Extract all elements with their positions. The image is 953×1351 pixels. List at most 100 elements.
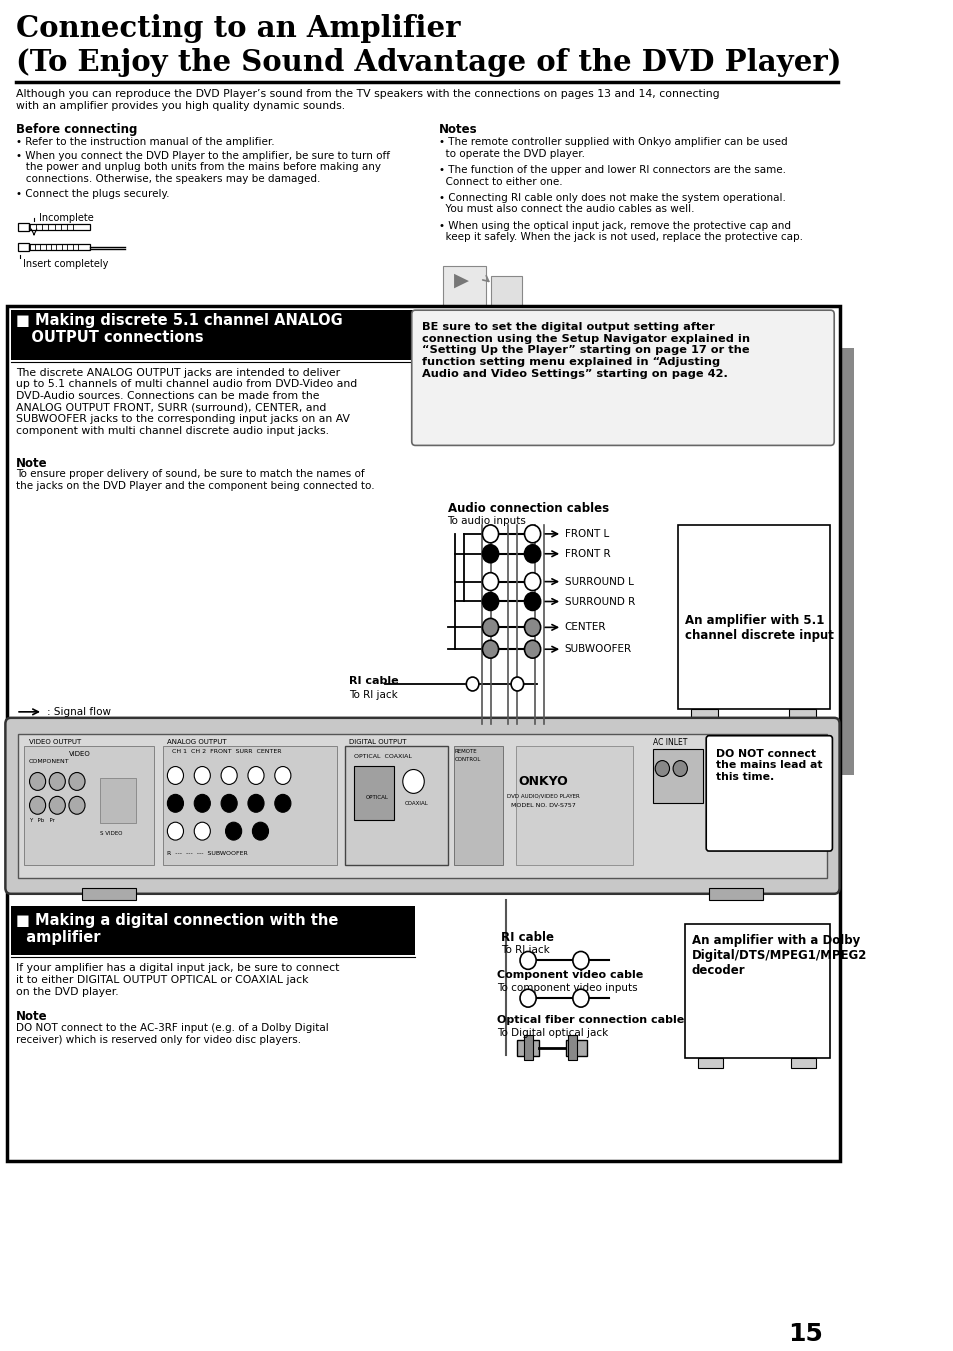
Text: SURROUND L: SURROUND L [564,577,633,586]
Text: An amplifier with 5.1
channel discrete input: An amplifier with 5.1 channel discrete i… [684,615,833,643]
FancyBboxPatch shape [412,311,833,446]
Bar [344,746,447,865]
Bar [29,224,90,230]
Bar [10,311,415,359]
Bar [698,1058,722,1067]
Text: ANALOG OUTPUT: ANALOG OUTPUT [167,739,227,744]
FancyBboxPatch shape [6,717,839,894]
Circle shape [524,526,540,543]
Text: FRONT R: FRONT R [564,549,610,559]
Circle shape [519,989,536,1006]
Circle shape [50,773,65,790]
Text: MODEL NO. DV-S757: MODEL NO. DV-S757 [511,804,575,808]
Bar [677,526,829,709]
Text: OPTICAL  COAXIAL: OPTICAL COAXIAL [354,754,411,759]
Text: Audio connection cables: Audio connection cables [447,503,608,515]
Bar [8,307,839,1162]
Bar [100,778,136,823]
Text: Note: Note [16,458,48,470]
Text: Insert completely: Insert completely [23,259,109,269]
Text: VIDEO OUTPUT: VIDEO OUTPUT [29,739,81,744]
Bar [354,766,394,820]
Text: RI cable: RI cable [500,931,554,943]
Text: S VIDEO: S VIDEO [100,831,123,836]
Circle shape [194,766,210,785]
Bar [790,1058,816,1067]
Bar [82,888,136,900]
Bar [18,223,29,231]
Circle shape [466,677,478,690]
Circle shape [524,593,540,611]
Bar [18,243,29,250]
Circle shape [225,823,241,840]
Circle shape [655,761,669,777]
Text: DO NOT connect to the AC-3RF input (e.g. of a Dolby Digital
receiver) which is r: DO NOT connect to the AC-3RF input (e.g.… [16,1023,329,1044]
Text: CENTER: CENTER [564,623,606,632]
Text: ONKYO: ONKYO [517,775,568,789]
Text: R  ---  ---  ---  SUBWOOFER: R --- --- --- SUBWOOFER [167,851,248,857]
Circle shape [524,544,540,563]
Circle shape [221,766,237,785]
Text: Component video cable: Component video cable [497,970,642,981]
Text: : Signal flow: : Signal flow [47,707,111,717]
Text: • Connecting RI cable only does not make the system operational.
  You must also: • Connecting RI cable only does not make… [438,193,784,215]
Text: DO NOT connect
the mains lead at
this time.: DO NOT connect the mains lead at this ti… [716,748,821,782]
Bar [163,746,337,865]
Circle shape [69,773,85,790]
Text: AC INLET: AC INLET [653,738,687,747]
Circle shape [402,770,424,793]
Text: To ensure proper delivery of sound, be sure to match the names of
the jacks on t: To ensure proper delivery of sound, be s… [16,469,375,490]
Text: To audio inputs: To audio inputs [447,516,526,526]
Circle shape [524,640,540,658]
Circle shape [167,766,183,785]
Circle shape [572,951,588,970]
Circle shape [511,677,523,690]
Circle shape [482,640,498,658]
Text: Note: Note [16,1011,48,1023]
Circle shape [69,796,85,815]
Bar [516,746,632,865]
Text: RI cable: RI cable [349,676,398,686]
Bar [565,1040,586,1056]
Text: DIGITAL OUTPUT: DIGITAL OUTPUT [349,739,406,744]
Bar [18,734,826,878]
Circle shape [482,619,498,636]
Circle shape [194,823,210,840]
Bar [442,266,485,307]
Text: BE sure to set the digital output setting after
connection using the Setup Navig: BE sure to set the digital output settin… [422,322,750,378]
Circle shape [482,593,498,611]
Text: FRONT L: FRONT L [564,530,608,539]
Text: The discrete ANALOG OUTPUT jacks are intended to deliver
up to 5.1 channels of m: The discrete ANALOG OUTPUT jacks are int… [16,367,357,436]
Text: Notes: Notes [438,123,476,136]
Circle shape [194,794,210,812]
Text: COMPONENT: COMPONENT [29,758,70,763]
FancyBboxPatch shape [705,736,832,851]
Text: ■ Making a digital connection with the: ■ Making a digital connection with the [16,913,338,928]
Text: COAXIAL: COAXIAL [404,801,428,807]
Bar [789,709,816,719]
Circle shape [167,823,183,840]
Text: If your amplifier has a digital input jack, be sure to connect
it to either DIGI: If your amplifier has a digital input ja… [16,963,339,997]
Text: DVD AUDIO/VIDEO PLAYER: DVD AUDIO/VIDEO PLAYER [506,793,579,798]
Text: Y   Pb   Pr: Y Pb Pr [29,819,54,823]
Text: amplifier: amplifier [16,929,100,944]
Text: Incomplete: Incomplete [39,212,94,223]
Circle shape [274,766,291,785]
Bar [29,243,90,250]
Circle shape [248,794,264,812]
Bar [24,746,153,865]
Bar [454,746,502,865]
Bar [708,888,761,900]
Text: 15: 15 [788,1323,822,1347]
Text: VIDEO: VIDEO [69,751,91,757]
Text: Before connecting: Before connecting [16,123,137,136]
Text: To RI jack: To RI jack [349,690,397,700]
Circle shape [673,761,687,777]
Circle shape [221,794,237,812]
Circle shape [274,794,291,812]
Text: • When you connect the DVD Player to the amplifier, be sure to turn off
   the p: • When you connect the DVD Player to the… [16,150,390,184]
Circle shape [248,766,264,785]
Text: OUTPUT connections: OUTPUT connections [16,330,204,345]
Circle shape [519,951,536,970]
Circle shape [482,526,498,543]
